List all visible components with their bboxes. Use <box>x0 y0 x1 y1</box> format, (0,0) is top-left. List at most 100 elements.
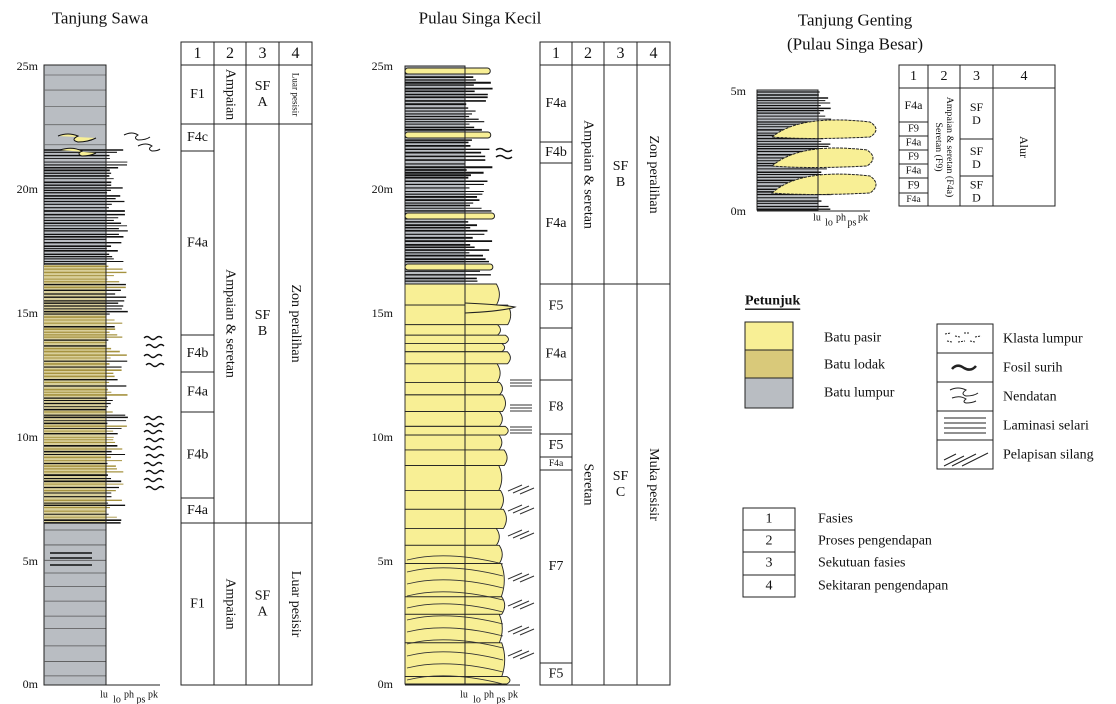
cell-text: Luar pesisir <box>291 73 301 117</box>
slump-symbol <box>144 431 162 434</box>
cross-bedding-symbol <box>944 453 988 466</box>
cell-label: Alur <box>1017 136 1031 158</box>
cell-text: F4c <box>187 130 208 145</box>
slump-symbol <box>124 133 160 151</box>
cell-text: Ampaian <box>223 69 238 120</box>
slump-symbol <box>146 345 164 348</box>
grain-size-label: ps <box>848 218 857 229</box>
cell-label: SF <box>970 100 984 114</box>
cell-text: F4a <box>546 347 568 362</box>
key-label: Fasies <box>818 512 853 527</box>
scale-label: 5m <box>378 554 394 568</box>
cell-text: SFD <box>970 177 984 204</box>
slump-symbol <box>146 471 164 474</box>
sand-bed <box>405 509 506 528</box>
key-number: 2 <box>766 534 773 549</box>
cell-label: F9 <box>908 124 919 135</box>
cell-text: F4a <box>905 98 924 112</box>
trace-symbol <box>496 149 512 159</box>
slump-symbol <box>146 487 164 490</box>
cell-text: SFB <box>255 308 271 339</box>
slump-symbol <box>146 424 164 427</box>
sand-bed <box>405 435 502 450</box>
key-number: 4 <box>766 579 773 594</box>
grain-size-label: lu <box>460 690 468 701</box>
cell-text: F4a <box>187 503 209 518</box>
grain-size-label: lo <box>113 695 121 704</box>
section-title: (Pulau Singa Besar) <box>787 35 923 54</box>
column-header: 4 <box>650 45 658 62</box>
column-header: 4 <box>292 45 300 62</box>
cell-text: F4a <box>546 216 568 231</box>
legend-label: Pelapisan silang <box>1003 448 1094 463</box>
cell-label: F4a <box>546 216 568 231</box>
scale-label: 20m <box>17 182 39 196</box>
section-title: Tanjung Genting <box>798 11 913 30</box>
cell-label: SF <box>970 177 984 191</box>
column-header: 2 <box>941 69 948 84</box>
cell-text: Zon peralihan <box>288 284 303 362</box>
cross-bed-symbol <box>508 650 534 659</box>
cross-bed-symbol <box>508 485 534 494</box>
cell-label: SF <box>970 144 984 158</box>
log-tanjung-sawa <box>44 65 164 685</box>
grain-size-label: pk <box>148 690 158 701</box>
cell-label: F4b <box>187 346 209 361</box>
cell-label: F4a <box>906 166 922 177</box>
sand-bed <box>405 466 502 491</box>
cross-bed-symbol <box>508 573 534 582</box>
cell-text: Ampaian & seretan <box>223 269 238 378</box>
cell-label: B <box>616 175 625 190</box>
cell-label: F4a <box>187 236 209 251</box>
scale-label: 25m <box>17 59 39 73</box>
grain-size-label: ps <box>497 695 506 704</box>
sand-bed <box>405 284 499 305</box>
scale-label: 15m <box>17 306 39 320</box>
slump-symbol <box>146 455 164 458</box>
legend-label: Laminasi selari <box>1003 419 1089 434</box>
cell-text: F4a <box>549 458 564 469</box>
key-number: 1 <box>766 512 773 527</box>
cell-label: D <box>972 157 981 171</box>
cell-text: F5 <box>549 667 564 682</box>
section-title: Tanjung Sawa <box>52 9 149 28</box>
scale-label: 0m <box>731 204 747 218</box>
slump-symbol <box>144 479 162 482</box>
parallel-lamination-symbol <box>944 418 986 433</box>
cross-bed-symbol <box>508 505 534 514</box>
cell-label: D <box>972 191 981 205</box>
legend-label: Batu lodak <box>824 358 885 373</box>
legend-label: Fosil surih <box>1003 361 1063 376</box>
column-header: 1 <box>910 69 917 84</box>
cell-label: Ampaian & seretan <box>223 269 238 378</box>
sand-bed <box>405 343 505 351</box>
scale-label: 20m <box>372 182 394 196</box>
swatch-sand <box>745 322 793 350</box>
grain-size-label: lo <box>825 218 833 229</box>
cell-label: F4b <box>187 448 209 463</box>
slump-symbol <box>144 463 162 466</box>
legend-label: Batu lumpur <box>824 386 895 401</box>
cell-label: F7 <box>549 559 564 574</box>
grain-size-label: lu <box>100 690 108 701</box>
cell-text: Ampaian & seretan <box>581 120 596 229</box>
column-header: 1 <box>194 45 202 62</box>
cross-bed-symbol <box>508 530 534 539</box>
cell-label: Luar pesisir <box>291 73 301 117</box>
cell-text: Zon peralihan <box>646 135 661 213</box>
sand-bed <box>405 132 491 138</box>
swatch-mud <box>745 378 793 408</box>
sand-bed <box>405 426 508 435</box>
slump-symbol <box>144 337 162 340</box>
cell-text: F4b <box>187 346 209 361</box>
sand-bed <box>405 643 505 677</box>
column-header: 1 <box>552 45 560 62</box>
cell-text: SFA <box>255 589 271 620</box>
cell-label: F8 <box>549 400 564 415</box>
sand-bed <box>405 68 490 74</box>
scale-label: 10m <box>17 430 39 444</box>
grain-size-label: pk <box>508 690 518 701</box>
grain-size-label: pk <box>858 213 868 224</box>
sand-bed <box>405 614 502 643</box>
grain-size-label: ph <box>836 213 846 224</box>
